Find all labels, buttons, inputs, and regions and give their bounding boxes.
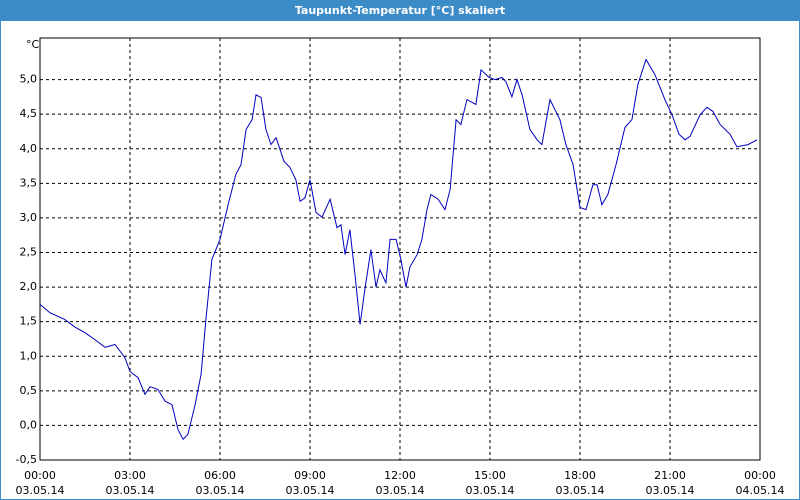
chart-title: Taupunkt-Temperatur [°C] skaliert <box>295 4 505 17</box>
y-tick-label: 1,5 <box>20 315 38 328</box>
x-tick-sublabel: 03.05.14 <box>286 484 335 497</box>
x-tick-label: 15:00 <box>474 469 506 482</box>
y-tick-label: 0,5 <box>20 384 38 397</box>
x-tick-label: 03:00 <box>114 469 146 482</box>
x-tick-sublabel: 03.05.14 <box>646 484 695 497</box>
x-tick-label: 12:00 <box>384 469 416 482</box>
x-tick-label: 00:00 <box>24 469 56 482</box>
title-bar <box>0 0 800 21</box>
y-tick-label: 5,0 <box>20 73 38 86</box>
y-tick-label: 4,5 <box>20 107 38 120</box>
x-tick-label: 21:00 <box>654 469 686 482</box>
x-tick-sublabel: 04.05.14 <box>736 484 785 497</box>
y-axis-label: °C <box>26 38 40 51</box>
x-tick-label: 09:00 <box>294 469 326 482</box>
x-tick-label: 00:00 <box>744 469 776 482</box>
x-tick-sublabel: 03.05.14 <box>556 484 605 497</box>
x-tick-sublabel: 03.05.14 <box>466 484 515 497</box>
x-tick-label: 06:00 <box>204 469 236 482</box>
x-tick-sublabel: 03.05.14 <box>376 484 425 497</box>
y-tick-label: 0,0 <box>20 418 38 431</box>
x-tick-sublabel: 03.05.14 <box>196 484 245 497</box>
x-tick-sublabel: 03.05.14 <box>16 484 65 497</box>
y-tick-label: 3,0 <box>20 211 38 224</box>
y-tick-label: 2,0 <box>20 280 38 293</box>
y-tick-label: 2,5 <box>20 246 38 259</box>
x-tick-label: 18:00 <box>564 469 596 482</box>
data-line <box>39 58 758 441</box>
y-tick-label: 4,0 <box>20 142 38 155</box>
y-tick-label: -0,5 <box>16 453 37 466</box>
x-tick-sublabel: 03.05.14 <box>106 484 155 497</box>
y-tick-label: 3,5 <box>20 176 38 189</box>
y-tick-label: 1,0 <box>20 349 38 362</box>
